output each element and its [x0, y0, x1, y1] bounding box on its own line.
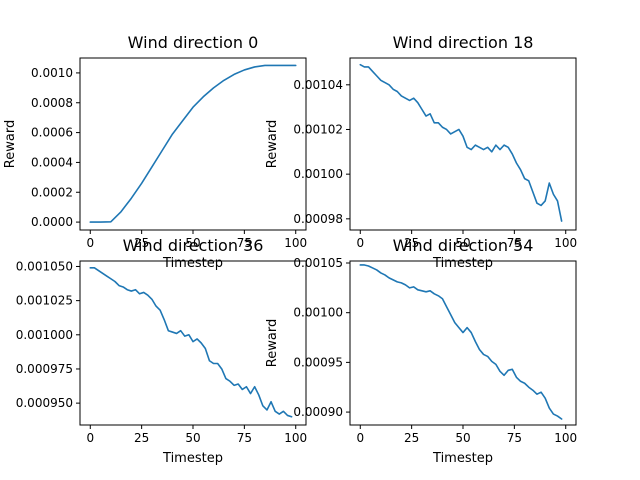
x-tick-label: 75 — [507, 236, 522, 250]
y-tick-label: 0.000975 — [16, 362, 73, 376]
x-tick-label: 75 — [237, 431, 252, 445]
x-tick-label: 25 — [134, 236, 149, 250]
y-axis-label: Reward — [265, 319, 280, 367]
x-tick-label: 100 — [554, 431, 577, 445]
y-tick-label: 0.001050 — [16, 259, 73, 273]
y-tick-label: 0.00098 — [293, 212, 343, 226]
x-tick-label: 100 — [284, 431, 307, 445]
series-line — [89, 64, 297, 223]
y-axis-label: Reward — [265, 120, 280, 168]
x-axis-label: Timestep — [432, 451, 493, 466]
x-axis-label: Timestep — [432, 256, 493, 271]
y-tick-label: 0.00104 — [293, 78, 343, 92]
y-tick-label: 0.0004 — [31, 155, 73, 169]
x-tick-label: 25 — [404, 236, 419, 250]
chart-title: Wind direction 0 — [128, 33, 259, 52]
x-tick-label: 50 — [185, 236, 200, 250]
y-tick-label: 0.0000 — [31, 215, 73, 229]
y-tick-label: 0.0002 — [31, 185, 73, 199]
x-tick-label: 75 — [237, 236, 252, 250]
y-tick-label: 0.0008 — [31, 96, 73, 110]
y-tick-label: 0.00095 — [293, 355, 343, 369]
y-tick-label: 0.001025 — [16, 294, 73, 308]
x-tick-label: 25 — [134, 431, 149, 445]
x-tick-label: 25 — [404, 431, 419, 445]
y-tick-label: 0.00105 — [293, 256, 343, 270]
x-tick-label: 0 — [356, 431, 364, 445]
x-tick-label: 75 — [507, 431, 522, 445]
series-line — [359, 63, 563, 222]
y-tick-label: 0.001000 — [16, 328, 73, 342]
chart-title: Wind direction 18 — [393, 33, 534, 52]
x-tick-label: 50 — [455, 236, 470, 250]
y-tick-label: 0.00090 — [293, 405, 343, 419]
chart-title: Wind direction 36 — [123, 236, 264, 255]
y-tick-label: 0.0006 — [31, 126, 73, 140]
axes-frame — [349, 260, 577, 426]
y-axis-label: Reward — [3, 120, 18, 168]
y-tick-label: 0.000950 — [16, 396, 73, 410]
y-tick-label: 0.0010 — [31, 66, 73, 80]
x-tick-label: 50 — [455, 431, 470, 445]
x-tick-label: 0 — [86, 431, 94, 445]
y-tick-label: 0.00102 — [293, 122, 343, 136]
chart-title: Wind direction 54 — [393, 236, 534, 255]
x-tick-label: 100 — [554, 236, 577, 250]
x-tick-label: 0 — [86, 236, 94, 250]
x-axis-label: Timestep — [162, 451, 223, 466]
series-line — [359, 264, 563, 420]
x-tick-label: 50 — [185, 431, 200, 445]
x-tick-label: 0 — [356, 236, 364, 250]
x-axis-label: Timestep — [162, 256, 223, 271]
series-line — [89, 267, 293, 418]
y-tick-label: 0.00100 — [293, 167, 343, 181]
y-tick-label: 0.00100 — [293, 306, 343, 320]
x-tick-label: 100 — [284, 236, 307, 250]
